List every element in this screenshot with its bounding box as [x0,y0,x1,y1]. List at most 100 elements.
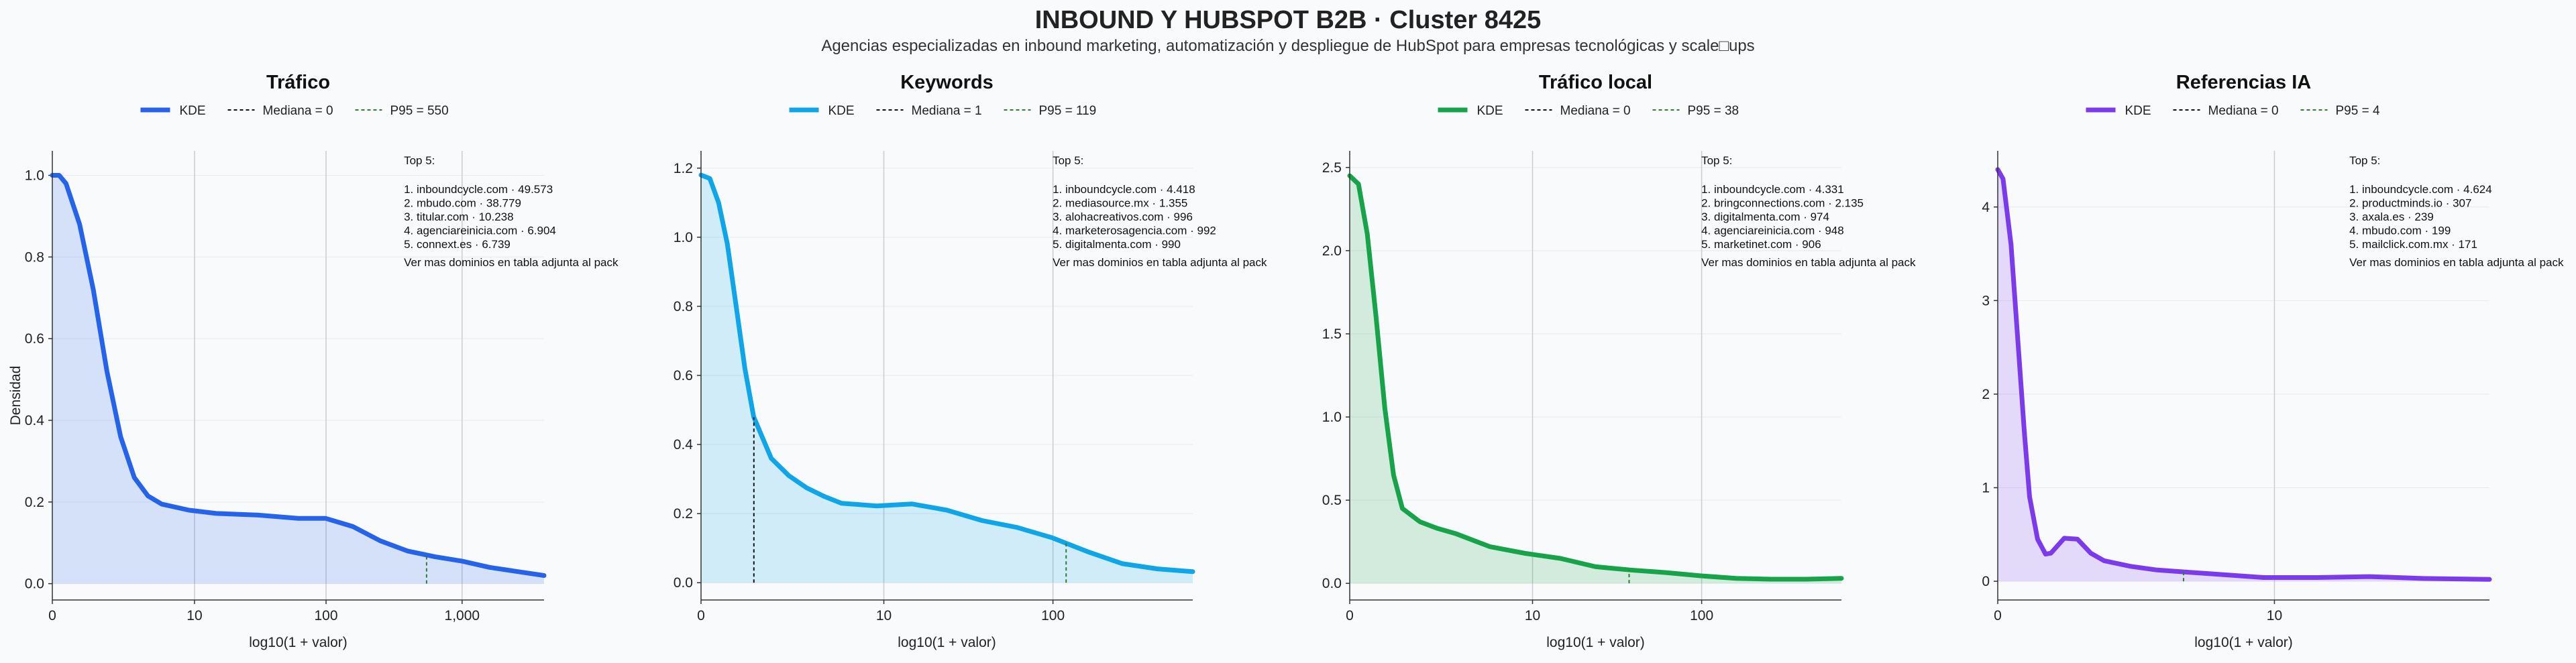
legend-kde-label: KDE [180,104,206,118]
kde-line [1995,167,2492,582]
y-tick-label: 0.5 [1322,493,1342,508]
panel-3: Tráfico local KDE Mediana = 0 P95 = 38 0.0 0.… [1322,72,1916,650]
y-tick-label: 0.2 [25,495,44,510]
legend: KDE Mediana = 0 P95 = 550 [140,104,449,118]
annotation-footer: Ver mas dominios en tabla adjunta al pac… [1701,256,1916,269]
panel-title: Tráfico local [1539,72,1652,93]
x-axis-label: log10(1 + valor) [1546,635,1645,650]
annotation-item: 5. digitalmenta.com · 990 [1053,238,1181,251]
annotation-item: 4. mbudo.com · 199 [2349,225,2451,237]
legend-median-label: Mediana = 0 [2208,104,2279,118]
legend: KDE Mediana = 1 P95 = 119 [789,104,1097,118]
y-tick-label: 1.0 [25,168,44,184]
legend-p95-label: P95 = 550 [390,104,449,118]
annotation-item: 5. connext.es · 6.739 [404,238,511,251]
legend-p95-label: P95 = 119 [1039,104,1097,118]
y-tick-label: 0.8 [25,249,44,265]
annotation-item: 2. mbudo.com · 38.779 [404,197,521,210]
legend-p95-label: P95 = 38 [1688,104,1739,118]
kde-line [698,172,1195,575]
annotation-item: 2. bringconnections.com · 2.135 [1701,197,1864,210]
kde-line [1347,173,1844,582]
legend: KDE Mediana = 0 P95 = 4 [2086,104,2380,118]
y-tick-label: 0.4 [674,437,694,453]
annotation-item: 1. inboundcycle.com · 4.624 [2349,183,2492,196]
y-tick-label: 1.2 [674,161,693,176]
annotation-item: 5. mailclick.com.mx · 171 [2349,238,2477,251]
kde-line [50,173,547,578]
annotation-item: 2. productminds.io · 307 [2349,197,2471,210]
y-tick-label: 3 [1982,293,1990,308]
annotation-item: 4. agenciareinicia.com · 948 [1701,225,1844,237]
figure-title: INBOUND Y HUBSPOT B2B · Cluster 8425 [1035,6,1542,34]
annotation-item: 3. axala.es · 239 [2349,210,2434,223]
annotation-item: 4. marketerosagencia.com · 992 [1053,225,1216,237]
y-tick-label: 2 [1982,387,1990,402]
annotation-item: 4. agenciareinicia.com · 6.904 [404,225,556,237]
x-axis-label: log10(1 + valor) [249,635,347,650]
legend-kde-label: KDE [828,104,855,118]
legend-p95-label: P95 = 4 [2336,104,2380,118]
legend: KDE Mediana = 0 P95 = 38 [1438,104,1739,118]
panel-title: Tráfico [266,72,330,93]
x-axis-label: log10(1 + valor) [2194,635,2293,650]
y-tick-label: 2.5 [1322,160,1342,176]
annotation-item: 1. inboundcycle.com · 4.418 [1053,183,1195,196]
x-tick-label: 100 [1690,608,1713,623]
annotation-header: Top 5: [404,154,435,167]
y-tick-label: 0.6 [674,368,693,383]
y-tick-label: 1.0 [1322,410,1342,425]
y-axis-label: Densidad [8,366,23,426]
annotation-item: 1. inboundcycle.com · 49.573 [404,183,553,196]
x-tick-label: 10 [876,608,892,623]
annotation-header: Top 5: [1701,154,1732,167]
panel-1: Tráfico KDE Mediana = 0 P95 = 550 0.0 0.2 0.4 0… [25,72,619,650]
annotation-item: 3. alohacreativos.com · 996 [1053,210,1193,223]
x-tick-label: 1,000 [445,608,480,623]
legend-median-label: Mediana = 1 [912,104,982,118]
y-tick-label: 0.0 [25,577,44,592]
y-tick-label: 1 [1982,481,1990,496]
figure-subtitle: Agencias especializadas en inbound marke… [821,37,1754,55]
x-tick-label: 0 [1994,608,2002,623]
x-tick-label: 0 [1346,608,1354,623]
annotation-item: 5. marketinet.com · 906 [1701,238,1821,251]
legend-median-label: Mediana = 0 [263,104,333,118]
annotation-footer: Ver mas dominios en tabla adjunta al pac… [2349,256,2564,269]
y-tick-label: 2.0 [1322,243,1342,259]
y-tick-label: 1.0 [674,230,693,245]
x-tick-label: 0 [697,608,705,623]
y-tick-label: 0.2 [674,506,693,522]
plot-area [1998,151,2489,600]
panel-2: Keywords KDE Mediana = 1 P95 = 119 0.0 0.2 0.4… [674,72,1267,650]
x-axis-label: log10(1 + valor) [898,635,996,650]
y-tick-label: 4 [1982,200,1990,215]
x-tick-label: 0 [48,608,56,623]
y-tick-label: 0.4 [25,413,45,428]
x-tick-label: 100 [1041,608,1065,623]
y-tick-label: 0.6 [25,331,44,347]
annotation-item: 3. titular.com · 10.238 [404,210,513,223]
y-tick-label: 0.0 [674,575,693,591]
annotation-footer: Ver mas dominios en tabla adjunta al pac… [404,256,619,269]
y-tick-label: 1.5 [1322,326,1342,342]
x-tick-label: 10 [2267,608,2282,623]
x-tick-label: 10 [186,608,202,623]
annotation-item: 1. inboundcycle.com · 4.331 [1701,183,1844,196]
legend-kde-label: KDE [2125,104,2151,118]
panel-title: Keywords [900,72,994,93]
annotation-header: Top 5: [1053,154,1083,167]
kde-area [1350,176,1841,584]
panel-4: Referencias IA KDE Mediana = 0 P95 = 4 0 1 2 3 4… [1982,72,2564,650]
annotation-header: Top 5: [2349,154,2380,167]
y-tick-label: 0.0 [1322,576,1342,591]
annotation-item: 3. digitalmenta.com · 974 [1701,210,1829,223]
kde-area [701,175,1193,583]
kde-area [52,175,544,584]
y-tick-label: 0.8 [674,299,693,314]
legend-kde-label: KDE [1477,104,1503,118]
x-tick-label: 100 [315,608,338,623]
x-tick-label: 10 [1525,608,1540,623]
annotation-footer: Ver mas dominios en tabla adjunta al pac… [1053,256,1267,269]
